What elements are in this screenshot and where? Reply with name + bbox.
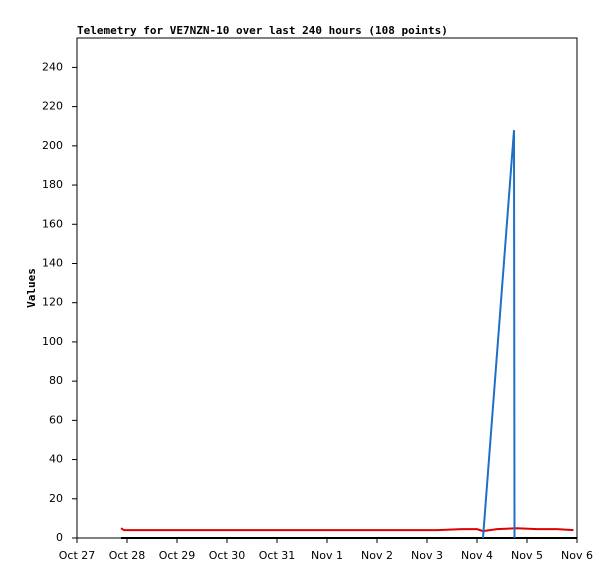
x-tick-label: Oct 27 [59, 549, 96, 562]
y-tick-label: 60 [49, 413, 63, 426]
y-tick-label: 20 [49, 492, 63, 505]
y-tick-label: 200 [42, 139, 63, 152]
y-tick-label: 120 [42, 296, 63, 309]
x-tick-label: Oct 30 [209, 549, 246, 562]
y-tick-label: 220 [42, 100, 63, 113]
series-line [482, 130, 516, 539]
y-tick-label: 240 [42, 60, 63, 73]
series-line [120, 527, 574, 533]
x-tick-label: Nov 4 [461, 549, 493, 562]
x-tick-label: Nov 5 [511, 549, 543, 562]
x-tick-label: Oct 31 [259, 549, 296, 562]
x-tick-label: Nov 2 [361, 549, 393, 562]
y-tick-label: 80 [49, 374, 63, 387]
x-tick-label: Nov 3 [411, 549, 443, 562]
y-tick-label: 160 [42, 217, 63, 230]
x-tick-label: Oct 28 [109, 549, 146, 562]
x-tick-label: Nov 6 [561, 549, 593, 562]
y-axis-label: Values [25, 268, 38, 308]
y-tick-label: 100 [42, 335, 63, 348]
x-tick-label: Oct 29 [159, 549, 196, 562]
y-tick-label: 40 [49, 453, 63, 466]
y-tick-label: 140 [42, 256, 63, 269]
y-tick-label: 0 [56, 531, 63, 544]
x-tick-label: Nov 1 [311, 549, 343, 562]
y-tick-label: 180 [42, 178, 63, 191]
chart-title: Telemetry for VE7NZN-10 over last 240 ho… [77, 24, 448, 37]
